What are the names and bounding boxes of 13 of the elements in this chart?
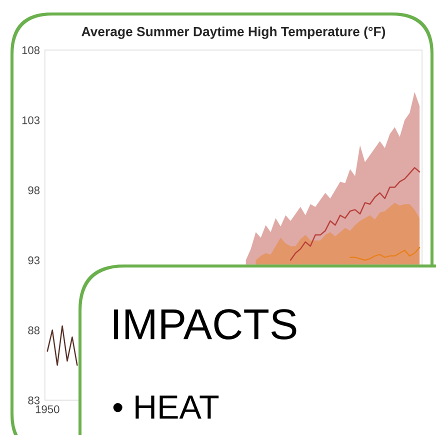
annotation: IMPACTS xyxy=(114,309,296,340)
y-tick-label: 108 xyxy=(22,46,40,54)
chart-title: Average Summer Daytime High Temperature (°F) xyxy=(82,26,386,39)
line-series xyxy=(290,167,420,261)
line-series xyxy=(46,325,78,366)
annotation: • HEAT xyxy=(113,396,219,419)
y-tick-label: 103 xyxy=(22,116,40,124)
x-tick-label: 1950 xyxy=(36,405,60,414)
y-tick-label: 83 xyxy=(28,396,40,404)
line-series xyxy=(349,246,420,261)
y-tick-label: 98 xyxy=(28,186,40,194)
y-tick-label: 93 xyxy=(28,256,40,264)
y-tick-label: 88 xyxy=(28,326,40,334)
